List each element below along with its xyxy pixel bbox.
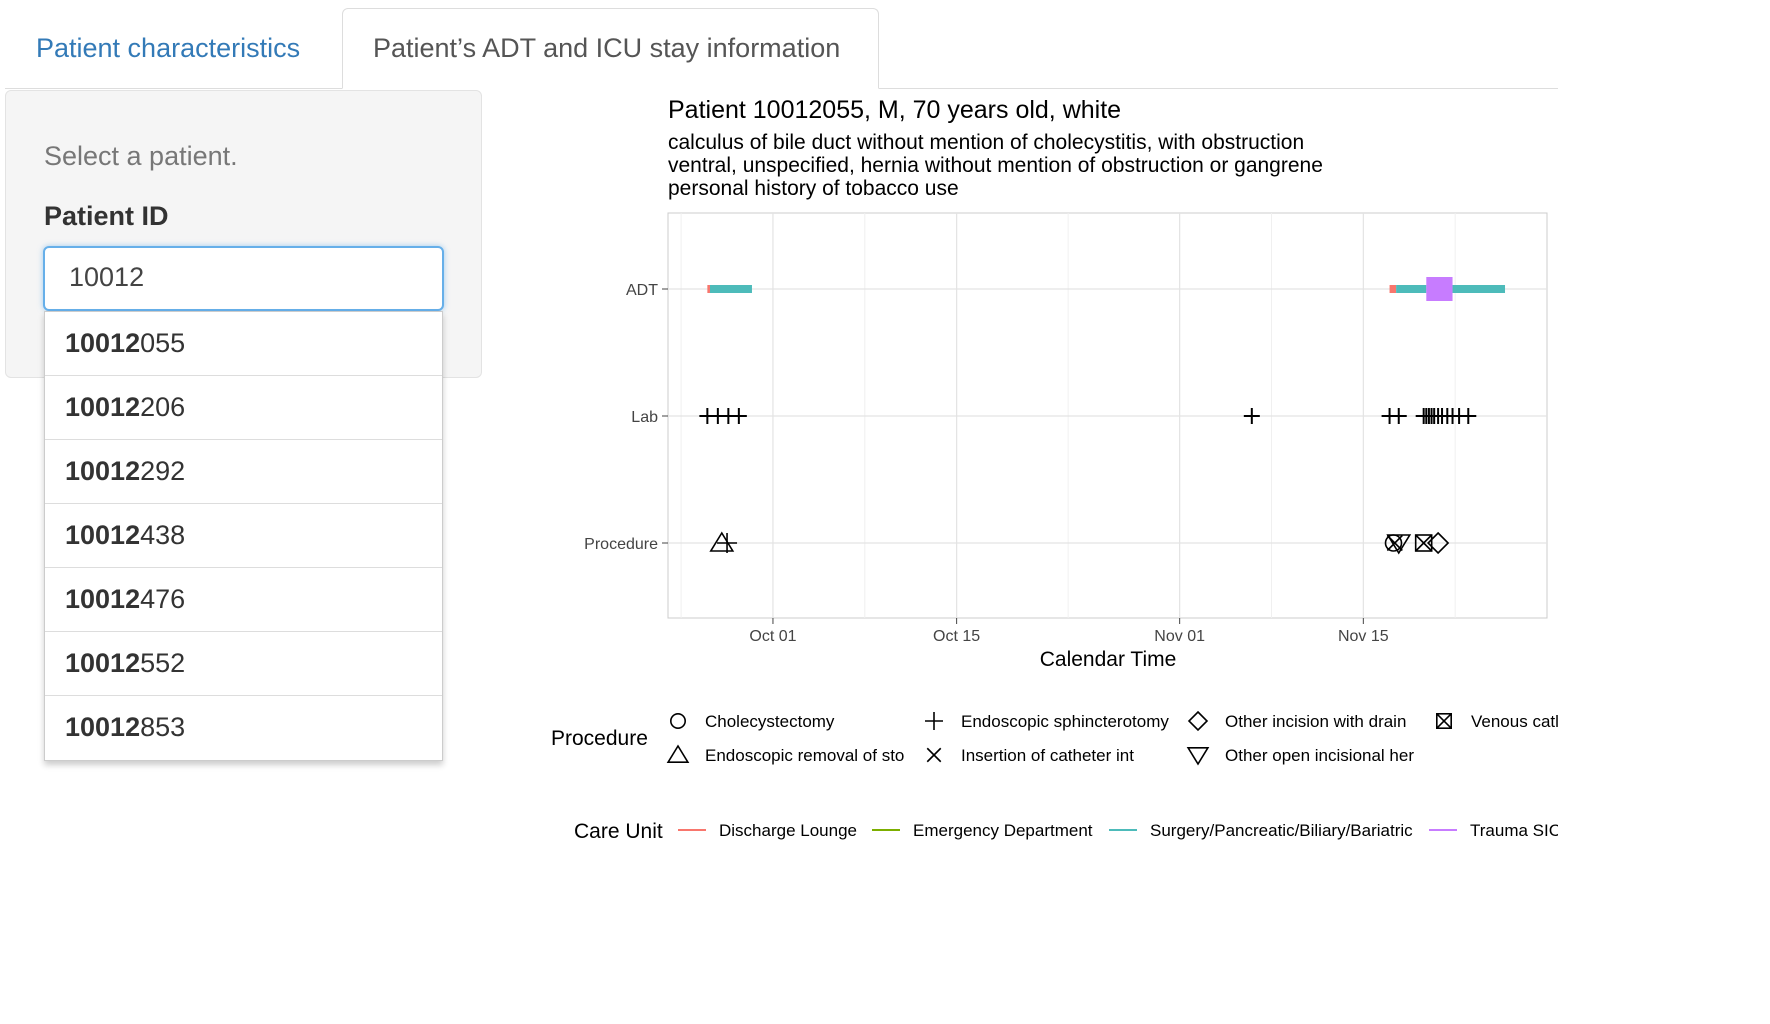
procedure-marker <box>717 533 738 553</box>
x-tick-label: Oct 15 <box>933 628 980 645</box>
select-prompt: Select a patient. <box>44 141 238 171</box>
tab-bar: Patient characteristics Patient’s ADT an… <box>5 8 1558 89</box>
lab-marker <box>730 408 747 424</box>
legend-item-label: Cholecystectomy <box>705 712 835 731</box>
dropdown-option[interactable]: 10012552 <box>45 632 442 696</box>
adt-segments <box>707 277 1506 301</box>
tab-adt-icu-info[interactable]: Patient’s ADT and ICU stay information <box>342 8 879 89</box>
legend-item-label: Venous catl <box>1471 712 1559 731</box>
option-rest: 853 <box>140 712 186 742</box>
y-tick-label: ADT <box>626 282 658 299</box>
legend-item-label: Emergency Department <box>913 821 1093 840</box>
lab-marker <box>1460 408 1477 424</box>
legend-key-shape <box>1186 746 1210 766</box>
procedure-legend-title: Procedure <box>551 727 648 750</box>
chart-subtitle-2: ventral, unspecified, hernia without men… <box>668 154 1323 177</box>
dropdown-option[interactable]: 10012292 <box>45 440 442 504</box>
lab-markers <box>699 408 1477 424</box>
legend-item-label: Other incision with drain <box>1225 712 1406 731</box>
legend-item-label: Discharge Lounge <box>719 821 857 840</box>
y-tick-label: Procedure <box>584 536 658 553</box>
x-axis-title: Calendar Time <box>1040 648 1177 671</box>
lab-marker <box>1243 408 1260 424</box>
adt-segment <box>1396 285 1427 293</box>
dropdown-option[interactable]: 10012055 <box>45 312 442 376</box>
option-match: 10012 <box>65 520 141 550</box>
option-match: 10012 <box>65 584 141 614</box>
chart-subtitle-3: personal history of tobacco use <box>668 177 959 200</box>
dropdown-option[interactable]: 10012438 <box>45 504 442 568</box>
option-rest: 206 <box>140 392 186 422</box>
x-tick-label: Nov 01 <box>1154 628 1205 645</box>
procedure-marker <box>1426 531 1450 555</box>
care-unit-legend: Care Unit Discharge Lounge Emergency Depar… <box>574 820 1561 843</box>
dropdown-option[interactable]: 10012853 <box>45 696 442 760</box>
legend-key-shape <box>926 747 942 763</box>
legend-key-shape <box>1436 712 1453 729</box>
adt-segment <box>1452 285 1506 293</box>
care-unit-legend-title: Care Unit <box>574 820 663 843</box>
dropdown-option[interactable]: 10012206 <box>45 376 442 440</box>
procedure-marker <box>1386 534 1412 555</box>
option-match: 10012 <box>65 456 141 486</box>
option-rest: 438 <box>140 520 186 550</box>
option-match: 10012 <box>65 648 141 678</box>
x-axis-labels: Oct 01 Oct 15 Nov 01 Nov 15 <box>749 618 1389 645</box>
chart-title: Patient 10012055, M, 70 years old, white <box>668 96 1122 124</box>
option-match: 10012 <box>65 328 141 358</box>
legend-key-shape <box>925 712 943 730</box>
legend-item-label: Insertion of catheter int <box>961 746 1134 765</box>
dropdown-option[interactable]: 10012476 <box>45 568 442 632</box>
legend-key-shape <box>666 744 690 764</box>
legend-key-shape <box>1187 710 1209 732</box>
adt-segment <box>707 285 710 293</box>
procedure-marker <box>1414 534 1433 552</box>
procedure-legend: Procedure Cholecystectomy Endoscopic remov… <box>551 710 1559 766</box>
chart-subtitle-1: calculus of bile duct without mention of… <box>668 131 1305 154</box>
tab-patient-characteristics[interactable]: Patient characteristics <box>36 32 301 63</box>
legend-key-shape <box>669 712 686 729</box>
procedure-markers <box>709 531 1450 555</box>
adt-segment <box>1389 285 1397 293</box>
lab-marker <box>1390 408 1407 424</box>
legend-item-label: Endoscopic removal of sto <box>705 746 904 765</box>
adt-segment <box>1426 277 1453 301</box>
legend-item-label: Endoscopic sphincterotomy <box>961 712 1169 731</box>
option-rest: 292 <box>140 456 186 486</box>
patient-id-label: Patient ID <box>44 201 169 231</box>
legend-item-label: Surgery/Pancreatic/Biliary/Bariatric <box>1150 821 1413 840</box>
x-tick-label: Nov 15 <box>1338 628 1389 645</box>
patient-id-dropdown: 10012055 10012206 10012292 10012438 1001… <box>44 311 443 761</box>
patient-id-input[interactable]: 10012 <box>43 246 444 311</box>
option-rest: 552 <box>140 648 186 678</box>
legend-item-label: Trauma SIC <box>1470 821 1561 840</box>
legend-item-label: Other open incisional her <box>1225 746 1414 765</box>
option-match: 10012 <box>65 712 141 742</box>
option-rest: 476 <box>140 584 186 614</box>
y-axis-labels: ADT Lab Procedure <box>584 282 668 553</box>
option-match: 10012 <box>65 392 141 422</box>
x-tick-label: Oct 01 <box>749 628 796 645</box>
y-tick-label: Lab <box>631 409 658 426</box>
adt-segment <box>709 285 752 293</box>
option-rest: 055 <box>140 328 186 358</box>
